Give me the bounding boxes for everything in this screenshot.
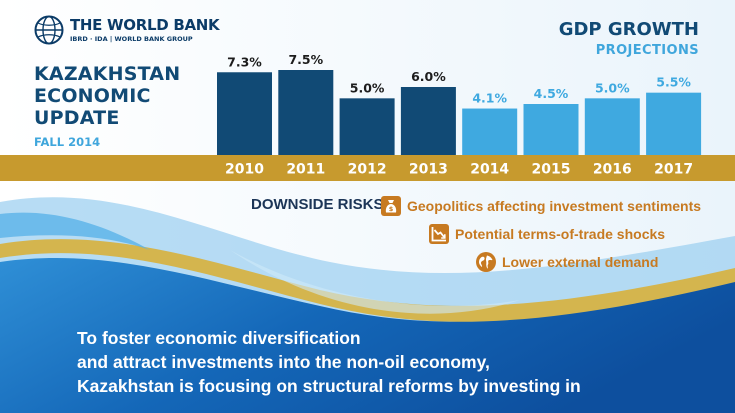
bar-2017	[646, 92, 702, 155]
statement-line: To foster economic diversification	[77, 328, 361, 348]
data-label-2015: 4.5%	[534, 86, 569, 101]
brand-tagline: IBRD · IDA | WORLD BANK GROUP	[70, 35, 193, 43]
report-title: KAZAKHSTAN ECONOMIC UPDATE	[34, 63, 180, 129]
x-tick-label-2017: 2017	[654, 162, 693, 178]
x-tick-label-2015: 2015	[532, 162, 571, 178]
x-tick-label-2014: 2014	[470, 162, 509, 178]
report-title-line: KAZAKHSTAN	[34, 63, 181, 85]
data-label-2012: 5.0%	[350, 80, 385, 95]
chart-title: GDP GROWTH	[558, 19, 699, 40]
bar-2012	[339, 98, 395, 155]
x-tick-label-2010: 2010	[225, 162, 264, 178]
x-tick-label-2016: 2016	[593, 162, 632, 178]
policy-statement: To foster economic diversification and a…	[77, 326, 581, 398]
data-label-2016: 5.0%	[595, 80, 630, 95]
bar-2014	[462, 108, 518, 155]
risk-text: Geopolitics affecting investment sentime…	[407, 198, 702, 214]
risk-text: Potential terms-of-trade shocks	[455, 226, 666, 242]
report-title-line: ECONOMIC	[34, 85, 151, 107]
x-tick-label-2013: 2013	[409, 162, 448, 178]
bar-2015	[523, 104, 579, 155]
risk-item-geopolitics: $ Geopolitics affecting investment senti…	[380, 195, 701, 217]
x-tick-label-2012: 2012	[348, 162, 387, 178]
globe-icon	[476, 252, 496, 272]
svg-text:$: $	[389, 205, 394, 213]
data-label-2010: 7.3%	[227, 54, 262, 69]
x-tick-label-2011: 2011	[286, 162, 325, 178]
bar-2011	[278, 70, 334, 155]
bar-2010	[217, 72, 272, 155]
brand-name: THE WORLD BANK	[70, 16, 220, 34]
report-title-line: UPDATE	[34, 107, 120, 129]
data-label-2014: 4.1%	[472, 91, 507, 106]
risk-item-terms-of-trade: Potential terms-of-trade shocks	[428, 223, 665, 245]
risk-text: Lower external demand	[502, 254, 659, 270]
data-label-2017: 5.5%	[656, 75, 691, 90]
bar-2016	[584, 98, 640, 155]
bar-2013	[400, 87, 456, 155]
data-label-2011: 7.5%	[288, 52, 323, 67]
risk-item-external-demand: Lower external demand	[475, 251, 658, 273]
report-date: FALL 2014	[34, 135, 101, 149]
money-bag-icon: $	[381, 196, 401, 216]
data-label-2013: 6.0%	[411, 69, 446, 84]
x-axis-band	[0, 155, 735, 181]
world-bank-globe-icon	[34, 15, 64, 45]
declining-chart-icon	[429, 224, 449, 244]
chart-subtitle: PROJECTIONS	[595, 43, 699, 58]
downside-risks-label: DOWNSIDE RISKS:	[251, 196, 389, 213]
gdp-growth-chart: 7.3% 2010 7.5% 2011 5.0% 2012 6.0% 2013 4.1% 2014…	[0, 52, 735, 181]
statement-line: and attract investments into the non-oil…	[77, 352, 490, 372]
statement-line: Kazakhstan is focusing on structural ref…	[77, 376, 581, 396]
